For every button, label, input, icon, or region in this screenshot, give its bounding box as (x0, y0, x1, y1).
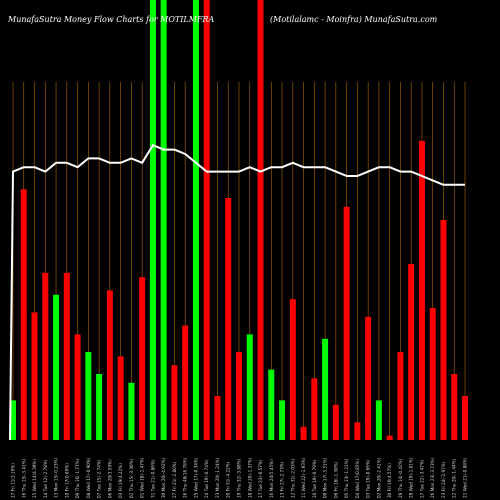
x-tick-label: 26 Thu 48(16.78%) (183, 457, 188, 498)
x-tick-label: 11 Wed 22(-1.93%) (301, 457, 306, 498)
bar (397, 352, 404, 440)
x-tick-label: 23 Fri 24(-2.97%) (441, 461, 446, 498)
x-tick-label: 20 Fri 51(-4.22%) (226, 461, 231, 498)
x-tick-label: 10 Tue 19(-0.79%) (312, 459, 317, 498)
x-tick-label: 21 Wed 21(-0.88%) (463, 457, 468, 498)
bar (128, 382, 135, 440)
x-tick-label: 29 Thu 14(-0.42%) (398, 458, 403, 498)
chart-subtitle: (Motilalamc - Moinfra) MunafaSutra.com (270, 15, 438, 24)
x-tick-label: 24 Tue 19(-0.74%) (204, 459, 209, 498)
bar (386, 435, 393, 440)
bar (375, 400, 382, 440)
x-tick-label: 09 Mon 17(-3.31%) (323, 457, 328, 498)
bar-series (10, 0, 468, 441)
bar (236, 352, 242, 440)
x-tick-label: 03 Fri 19(4.22%) (118, 463, 123, 498)
x-tick-label: 13 Fri 27(-2.73%) (280, 461, 285, 498)
x-tick-label: 31 Tue 21(-0.86%) (150, 459, 155, 498)
bar (418, 140, 425, 441)
x-tick-label: 25 Wed 17(-0.34%) (193, 457, 198, 498)
bar (268, 369, 275, 440)
x-tick-label: 19 Thu 32(-3.88%) (237, 458, 242, 498)
chart-title: MunafaSutra Money Flow Charts for MOTILM… (7, 15, 214, 24)
x-tick-label: 06 Mon 20(3.59%) (107, 459, 112, 498)
x-tick-label: 22 Thu 20(-1.44%) (452, 458, 457, 498)
bar (451, 374, 458, 440)
x-tick-label: 18 Wed 20(-1.37%) (247, 457, 252, 498)
x-tick-label: 02 Thu 15(-3.30%) (129, 458, 134, 498)
x-tick-label: 16 Thu 15(-3.41%) (21, 458, 26, 498)
bar (289, 299, 296, 440)
x-tick-label: 10 Fri 17(0.89%) (64, 463, 69, 498)
bar (279, 400, 286, 440)
x-tick-labels: 17 Fri 11(3.16%) 16 Thu 15(-3.41%) 15 Wed … (11, 457, 468, 498)
bar (31, 312, 38, 440)
x-tick-label: 03 Tue 19(-0.66%) (366, 459, 371, 498)
x-tick-label: 16 Mon 24(5.45%) (269, 459, 274, 498)
bar (440, 220, 447, 440)
x-tick-label: 27 Tue 22(-3.47%) (419, 459, 424, 498)
x-tick-label: 05 Thu 13(-1.21%) (344, 458, 349, 498)
bar (300, 426, 307, 440)
bar (257, 0, 264, 440)
bar (63, 272, 70, 440)
bar (139, 277, 146, 440)
x-tick-label: 28 Wed 19(-1.01%) (409, 457, 414, 498)
bar (149, 0, 156, 440)
bar (332, 404, 339, 440)
bar (160, 0, 167, 440)
x-tick-label: 13 Mon 15(-0.23%) (54, 457, 59, 498)
x-tick-label: 30 Fri 16(4.57%) (387, 463, 392, 498)
x-tick-label: 27 Fri 21(-2.80%) (172, 461, 177, 498)
x-tick-label: 23 Mon 20(-1.24%) (215, 457, 220, 498)
x-tick-label: 12 Thu 31(-2.03%) (290, 458, 295, 498)
bar (311, 378, 318, 440)
bar (20, 189, 27, 440)
bar (53, 294, 60, 440)
bar (354, 422, 361, 440)
bar (85, 352, 92, 440)
bar (408, 264, 415, 440)
bar (42, 272, 49, 440)
bar (10, 400, 16, 440)
x-tick-label: 17 Fri 11(3.16%) (11, 463, 16, 498)
x-tick-label: 17 Tue 23(-0.57%) (258, 459, 263, 498)
bar (106, 290, 113, 440)
bar (214, 396, 221, 440)
bar (192, 0, 199, 440)
bar (365, 316, 372, 440)
bar (322, 338, 329, 440)
money-flow-line (9, 144, 465, 441)
x-tick-label: 04 Wed 17(0.85%) (355, 459, 360, 498)
bar (74, 334, 81, 440)
bar (343, 206, 350, 440)
x-tick-label: 08 Wed 17(-0.90%) (86, 457, 91, 498)
x-tick-label: 26 Mon 23(-3.73%) (430, 457, 435, 498)
x-tick-label: 15 Wed 14(4.39%) (32, 459, 37, 498)
x-tick-label: 30 Mon 20(-4.92%) (161, 457, 166, 498)
bar (225, 198, 232, 440)
bar (429, 308, 436, 440)
bar (182, 325, 189, 440)
bar (96, 374, 103, 440)
x-tick-label: 09 Thu 16(-1.77%) (75, 458, 80, 498)
x-tick-label: 01 Wed 18(-1.47%) (140, 457, 145, 498)
x-tick-label: 14 Tue 12(-2.78%) (43, 459, 48, 498)
x-tick-label: 07 Tue 15(-2.74%) (97, 459, 102, 498)
bar (171, 365, 178, 440)
x-tick-label: 02 Mon 20(-2.41%) (376, 457, 381, 498)
bar (462, 396, 468, 440)
bar (203, 0, 210, 440)
x-tick-label: 06 Fri 18(-1.38%) (333, 461, 338, 498)
bar (117, 356, 124, 440)
bar (246, 334, 253, 440)
